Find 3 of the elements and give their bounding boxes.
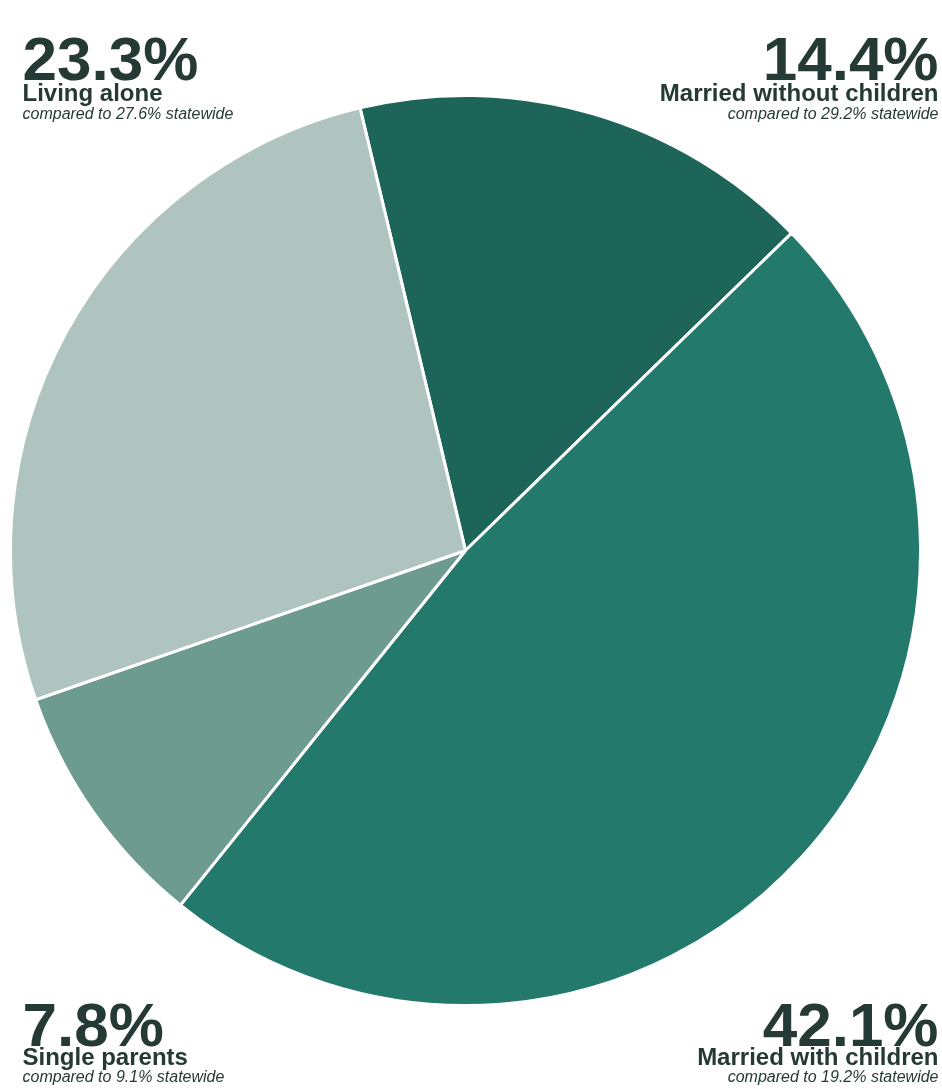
text: compared to 29.2% statewide bbox=[727, 105, 939, 122]
text: compared to 27.6% statewide bbox=[22, 105, 234, 122]
text: compared to 19.2% statewide bbox=[727, 1068, 939, 1085]
